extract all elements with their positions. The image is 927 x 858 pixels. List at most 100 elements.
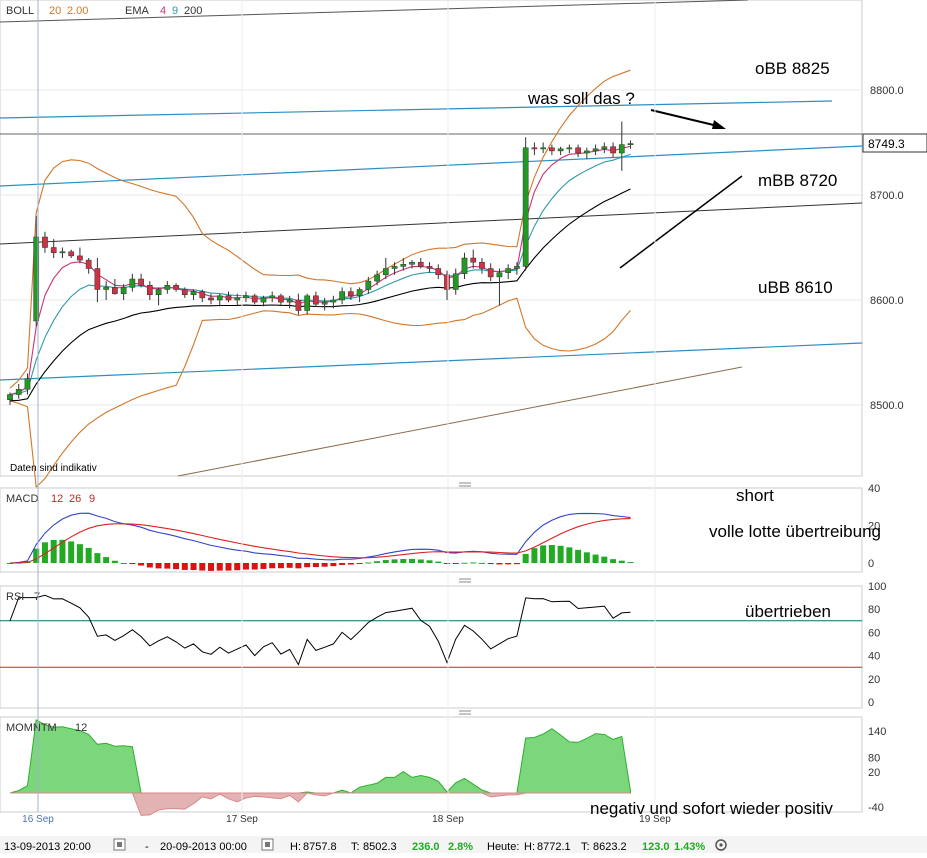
candle-body [514, 266, 520, 269]
macd-bar [557, 545, 564, 563]
change-pct: 2.8% [448, 841, 473, 853]
macd-bar [592, 554, 599, 563]
candle-body [94, 268, 101, 290]
macd-bar [304, 563, 311, 568]
macd-bar [103, 557, 110, 563]
candle-body [348, 291, 354, 297]
momentum-label: MOMNTM [6, 722, 57, 734]
candle-body [120, 287, 127, 294]
candle-body [260, 297, 267, 303]
trendline-blue-lower[interactable] [0, 342, 863, 381]
macd-bar [409, 558, 416, 563]
candle-body [417, 261, 424, 267]
momentum-param-1: 12 [75, 722, 87, 734]
candle-body [42, 236, 48, 248]
candle-body [15, 389, 22, 395]
annotation-mbb: mBB 8720 [758, 171, 837, 190]
ema-label: EMA [125, 5, 150, 17]
trendline-top[interactable] [0, 0, 749, 23]
rsi-label: RSI [6, 591, 24, 603]
splitter-1[interactable] [459, 482, 471, 487]
macd-bar [347, 563, 354, 565]
macd-bar [321, 563, 328, 567]
trendline-blue-upper[interactable] [0, 100, 833, 119]
candle-body [190, 291, 197, 296]
macd-bar [225, 563, 232, 571]
candle-body [365, 280, 372, 290]
day-separators [241, 0, 656, 812]
candle-body [583, 150, 590, 154]
x-tick-label: 16 Sep [22, 814, 54, 825]
candle-body [7, 394, 13, 400]
candle-body [138, 278, 144, 286]
macd-bar [59, 539, 66, 563]
candle-body [566, 147, 573, 150]
macd-bar [583, 552, 590, 563]
trendline-brown[interactable] [177, 366, 743, 477]
today-label: Heute: [487, 841, 519, 853]
candle-body [382, 268, 389, 276]
rsi-tick-label: 60 [868, 627, 880, 639]
macd-bar [94, 553, 101, 563]
candle-body [618, 144, 625, 154]
candle-body [234, 297, 241, 301]
candle-body [409, 261, 415, 265]
macd-bar [601, 556, 608, 563]
macd-bar [173, 563, 180, 570]
macd-bar [417, 559, 424, 563]
annotation-short: short [736, 486, 774, 505]
splitter-2[interactable] [459, 578, 471, 583]
candle-body [164, 285, 171, 290]
macd-bar [41, 542, 48, 563]
today-change-pct: 1.43% [674, 841, 705, 853]
macd-param-3: 9 [89, 493, 95, 505]
range-start: 13-09-2013 20:00 [4, 841, 91, 853]
status-bar: 13-09-2013 20:00 - 20-09-2013 00:00 H: 8… [0, 836, 927, 853]
ema-param-2: 9 [172, 5, 178, 17]
macd-bar [216, 563, 223, 571]
macd-bar [260, 563, 267, 569]
annotation-question: was soll das ? [527, 89, 635, 108]
rsi-tick-label: 100 [868, 581, 886, 593]
status-bar-bg [0, 836, 927, 853]
candle-body [269, 295, 276, 299]
macd-tick-label: 40 [868, 483, 880, 495]
trendline-blue-middle[interactable] [0, 145, 863, 187]
macd-axis: 0 20 40 [868, 483, 880, 570]
macd-bar [251, 563, 258, 570]
splitter-3[interactable] [459, 710, 471, 715]
candle-body [77, 255, 83, 261]
ema-param-1: 4 [160, 5, 166, 17]
macd-bar [461, 562, 468, 564]
macd-bar [513, 563, 520, 565]
macd-bar [120, 562, 127, 564]
candle-body [531, 147, 538, 150]
macd-bar [610, 559, 617, 563]
candle-body [112, 287, 118, 294]
macd-bar [540, 545, 547, 563]
candle-body [557, 148, 564, 152]
settings-icon[interactable] [715, 839, 727, 851]
today-high-value: 8772.1 [537, 841, 571, 853]
candle-body [461, 257, 468, 274]
candle-body [496, 272, 503, 278]
candle-body [330, 299, 337, 303]
candle-body [435, 268, 442, 276]
candle-body [356, 289, 363, 297]
rsi-tick-label: 20 [868, 674, 880, 686]
candle-body [295, 299, 302, 311]
annotation-uebertrieben: übertrieben [745, 602, 831, 621]
candle-body [549, 147, 555, 152]
low-label: T: [351, 841, 360, 853]
boll-lower-band [9, 297, 631, 489]
candle-body [575, 147, 581, 154]
macd-bar [208, 563, 215, 571]
macd-bar [339, 563, 346, 565]
trendline-black[interactable] [0, 202, 863, 245]
candle-body [33, 236, 40, 322]
ema-param-3: 200 [184, 5, 202, 17]
macd-bar [426, 560, 433, 563]
candle-body [251, 295, 258, 303]
change-value: 236.0 [412, 841, 440, 853]
